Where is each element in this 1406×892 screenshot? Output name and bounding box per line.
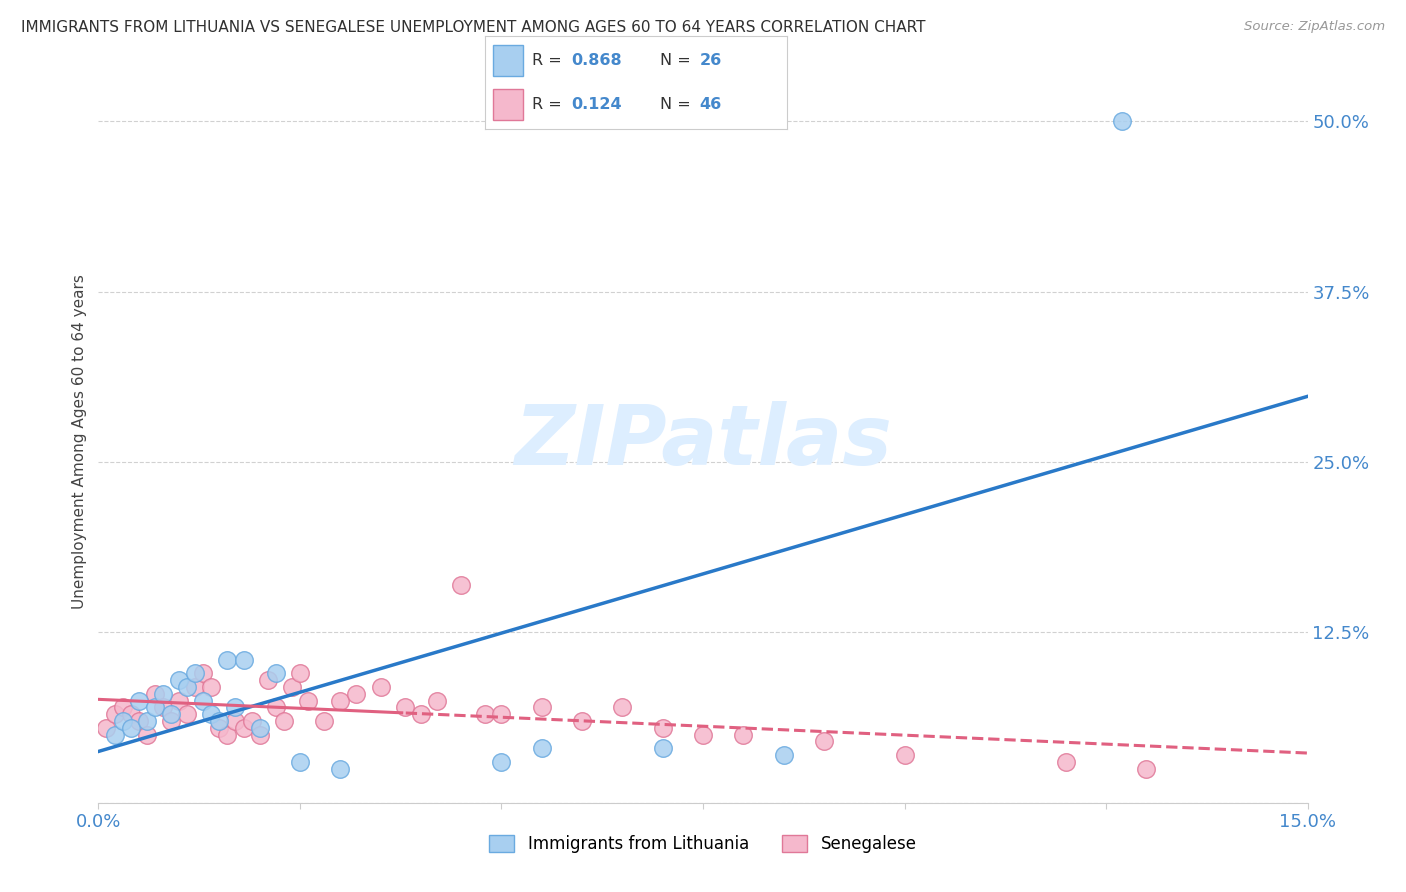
Point (184, 680, 207, 694)
Point (474, 707, 496, 722)
Point (152, 687, 174, 701)
Point (772, 748, 794, 763)
Point (288, 666, 311, 681)
Point (1054, 755, 1077, 769)
Point (314, 714, 336, 728)
Point (571, 714, 593, 728)
Point (135, 728, 157, 742)
Text: N =: N = (661, 53, 696, 68)
Point (167, 693, 190, 707)
Point (160, 714, 183, 728)
Text: IMMIGRANTS FROM LITHUANIA VS SENEGALESE UNEMPLOYMENT AMONG AGES 60 TO 64 YEARS C: IMMIGRANTS FROM LITHUANIA VS SENEGALESE … (21, 20, 925, 35)
FancyBboxPatch shape (492, 89, 523, 120)
FancyBboxPatch shape (492, 45, 523, 76)
Point (111, 714, 134, 728)
Text: Source: ZipAtlas.com: Source: ZipAtlas.com (1244, 20, 1385, 33)
Text: R =: R = (531, 53, 567, 68)
Legend: Immigrants from Lithuania, Senegalese: Immigrants from Lithuania, Senegalese (482, 828, 924, 860)
Point (256, 673, 278, 687)
Point (200, 680, 222, 694)
Point (200, 707, 222, 722)
Point (692, 728, 714, 742)
Text: 26: 26 (700, 53, 721, 68)
Point (217, 653, 239, 667)
Point (128, 714, 150, 728)
Point (176, 680, 198, 694)
Point (612, 700, 634, 714)
Point (111, 700, 134, 714)
Point (264, 666, 287, 681)
Point (370, 680, 392, 694)
Point (297, 693, 319, 707)
Point (450, 577, 472, 591)
Point (491, 755, 513, 769)
Text: ZIPatlas: ZIPatlas (515, 401, 891, 482)
Point (264, 700, 287, 714)
Point (167, 673, 190, 687)
Point (160, 707, 183, 722)
Point (249, 721, 271, 735)
Point (530, 700, 553, 714)
Point (135, 714, 157, 728)
Point (240, 714, 263, 728)
Point (426, 693, 449, 707)
Point (193, 693, 215, 707)
Point (120, 707, 142, 722)
Point (143, 700, 166, 714)
Point (224, 714, 246, 728)
Point (249, 728, 271, 742)
Point (176, 707, 198, 722)
Point (193, 666, 215, 681)
Point (733, 728, 755, 742)
Point (96, 721, 118, 735)
Y-axis label: Unemployment Among Ages 60 to 64 years: Unemployment Among Ages 60 to 64 years (72, 274, 87, 609)
Text: N =: N = (661, 97, 696, 112)
Point (184, 666, 207, 681)
Point (273, 714, 295, 728)
Point (813, 734, 835, 748)
Point (409, 707, 432, 722)
Point (329, 693, 352, 707)
Point (128, 693, 150, 707)
Point (232, 653, 254, 667)
Point (288, 755, 311, 769)
Point (530, 741, 553, 756)
Text: R =: R = (531, 97, 567, 112)
Point (224, 700, 246, 714)
Text: 0.868: 0.868 (571, 53, 621, 68)
Text: 46: 46 (700, 97, 721, 112)
Point (329, 762, 352, 776)
Point (1111, 114, 1133, 128)
Point (1135, 762, 1157, 776)
Point (232, 721, 254, 735)
Text: 0.124: 0.124 (571, 97, 621, 112)
Point (651, 721, 673, 735)
Point (152, 700, 174, 714)
Point (143, 687, 166, 701)
Point (491, 707, 513, 722)
Point (651, 741, 673, 756)
Point (217, 728, 239, 742)
Point (208, 721, 231, 735)
Point (394, 700, 416, 714)
Point (208, 714, 231, 728)
Point (281, 680, 304, 694)
Point (120, 721, 142, 735)
Point (103, 707, 125, 722)
Point (103, 728, 125, 742)
Point (893, 748, 915, 763)
Point (344, 687, 367, 701)
